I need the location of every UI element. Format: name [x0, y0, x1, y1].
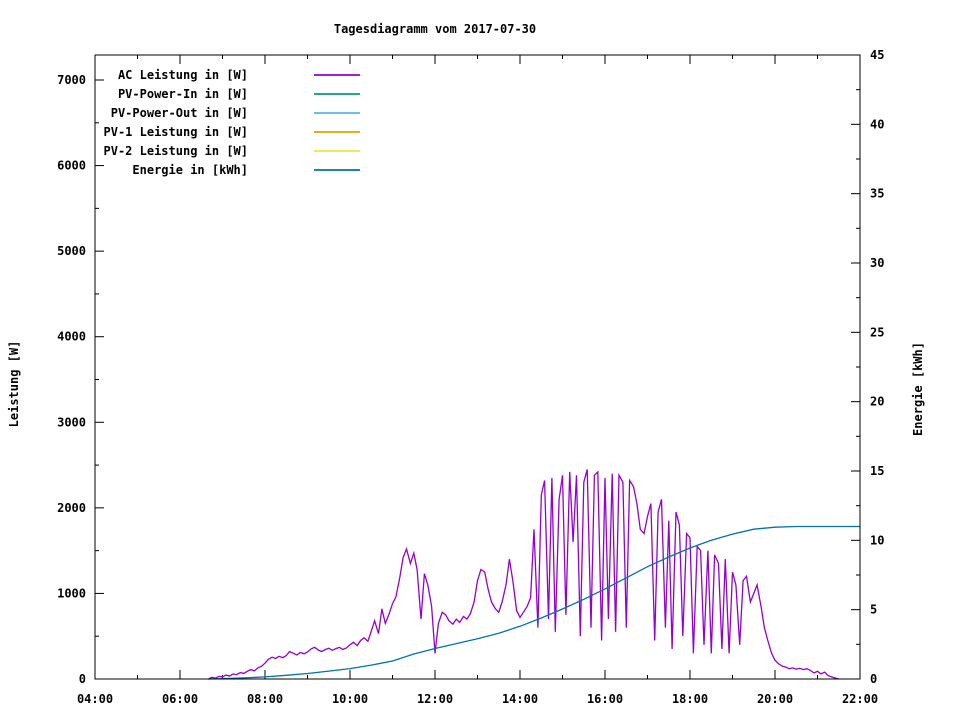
y-left-tick-label: 4000 [57, 330, 86, 344]
legend-entry: PV-1 Leistung in [W] [104, 125, 360, 139]
legend-entry: Energie in [kWh] [132, 163, 360, 177]
legend-entry: PV-Power-Out in [W] [111, 106, 360, 120]
y-left-tick-label: 3000 [57, 415, 86, 429]
y-left-tick-label: 6000 [57, 159, 86, 173]
y-right-axis-label: Energie [kWh] [911, 342, 925, 436]
x-tick-label: 18:00 [672, 692, 708, 706]
x-tick-label: 12:00 [417, 692, 453, 706]
y-right-tick-label: 15 [870, 464, 884, 478]
y-right-tick-label: 35 [870, 187, 884, 201]
x-tick-label: 08:00 [247, 692, 283, 706]
legend-label: PV-Power-Out in [W] [111, 106, 248, 120]
y-right-tick-label: 0 [870, 672, 877, 686]
legend-entry: PV-Power-In in [W] [118, 87, 360, 101]
axis-tick-labels: 04:00 06:00 08:00 10:00 12:00 14:00 16:00 18:00… [57, 48, 884, 706]
legend-label: PV-1 Leistung in [W] [104, 125, 249, 139]
series-line-energie-in-kwh [208, 525, 860, 680]
y-left-tick-label: 2000 [57, 501, 86, 515]
x-tick-label: 20:00 [757, 692, 793, 706]
y-left-tick-label: 1000 [57, 586, 86, 600]
x-tick-label: 10:00 [332, 692, 368, 706]
legend-entry: AC Leistung in [W] [118, 68, 360, 82]
series-line-ac-leistung-in-w [208, 469, 839, 680]
legend-label: PV-2 Leistung in [W] [104, 144, 249, 158]
y-right-tick-label: 40 [870, 117, 884, 131]
y-left-tick-label: 7000 [57, 73, 86, 87]
y-right-tick-label: 25 [870, 325, 884, 339]
legend-label: Energie in [kWh] [132, 163, 248, 177]
legend: AC Leistung in [W] PV-Power-In in [W] PV-P… [104, 68, 360, 177]
plot-frame [94, 54, 861, 680]
y-right-tick-label: 10 [870, 533, 884, 547]
x-tick-label: 06:00 [162, 692, 198, 706]
y-right-tick-label: 45 [870, 48, 884, 62]
y-left-tick-label: 0 [79, 672, 86, 686]
x-tick-label: 22:00 [842, 692, 878, 706]
legend-label: AC Leistung in [W] [118, 68, 248, 82]
x-tick-label: 04:00 [77, 692, 113, 706]
y-right-tick-label: 20 [870, 395, 884, 409]
x-tick-label: 14:00 [502, 692, 538, 706]
y-right-tick-label: 30 [870, 256, 884, 270]
y-left-axis-label: Leistung [W] [7, 341, 21, 428]
y-left-tick-label: 5000 [57, 244, 86, 258]
series-lines [208, 469, 860, 680]
y-right-tick-label: 5 [870, 603, 877, 617]
legend-label: PV-Power-In in [W] [118, 87, 248, 101]
legend-entry: PV-2 Leistung in [W] [104, 144, 360, 158]
chart-title: Tagesdiagramm vom 2017-07-30 [334, 22, 536, 36]
x-tick-label: 16:00 [587, 692, 623, 706]
